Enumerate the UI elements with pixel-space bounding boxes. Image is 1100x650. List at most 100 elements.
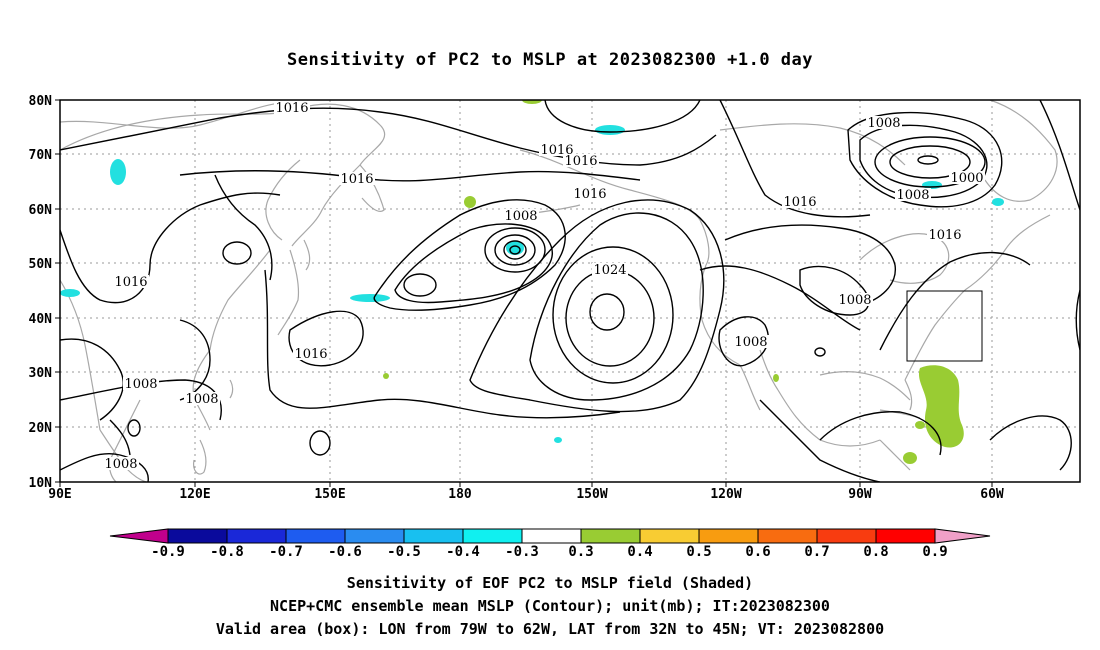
contour-label: 1024	[593, 263, 626, 278]
colorbar-swatch	[698, 528, 759, 544]
contour-label-bg	[339, 172, 375, 185]
coast-cuba	[879, 409, 921, 419]
coast-florida	[904, 379, 913, 411]
contour-label-bg	[274, 101, 310, 114]
contour-label: 1008	[185, 392, 218, 407]
shade-neg-siberia	[110, 159, 126, 185]
colorbar-swatch	[344, 528, 405, 544]
contour-label: 1016	[564, 154, 597, 169]
plot-frame	[59, 99, 1081, 483]
contour-label: 1008	[504, 209, 537, 224]
shade-neg-subtropic	[554, 437, 562, 443]
colorbar-swatch	[167, 528, 228, 544]
contour-label-bg	[592, 263, 628, 276]
coast-okhotsk	[265, 159, 301, 241]
coast-japan	[277, 239, 311, 336]
contour-atlantic-1016	[879, 251, 1031, 351]
contour-label: 1016	[294, 347, 327, 362]
coast-hudson	[859, 233, 950, 284]
lat-tick-label: 70N	[29, 148, 53, 163]
colorbar-swatch	[580, 528, 641, 544]
contour-label-bg	[733, 335, 769, 348]
colorbar-label: -0.7	[269, 544, 303, 560]
coast-siberia-arctic	[60, 101, 301, 129]
contour-label-bg	[103, 457, 139, 470]
colorbar-swatch	[403, 528, 464, 544]
colorbar-label: -0.3	[505, 544, 539, 560]
lat-tick-label: 30N	[29, 366, 53, 381]
colorbar-label: 0.4	[627, 544, 652, 560]
contour-high-1024	[565, 269, 655, 367]
contour-label-bg	[563, 154, 599, 167]
contour-label-bg	[866, 116, 902, 129]
contour-label-bg	[184, 392, 220, 405]
contour-label-bg	[539, 143, 575, 156]
contour-label: 1008	[124, 377, 157, 392]
colorbar-label: 0.3	[568, 544, 593, 560]
coast-us-east	[904, 289, 966, 381]
contour-small-gulf	[814, 347, 826, 357]
colorbar-swatch	[462, 528, 523, 544]
coast-canada-east	[964, 214, 1051, 291]
contour-gulf-ridge	[819, 411, 942, 456]
valid-area-box	[906, 290, 983, 362]
lon-tick-label: 120W	[710, 487, 741, 502]
contour-label: 1016	[275, 101, 308, 116]
contour-greenland-low-1004	[874, 136, 986, 188]
colorbar-label: 0.5	[686, 544, 711, 560]
lat-tick-label: 80N	[29, 94, 53, 109]
colorbar-swatch	[226, 528, 287, 544]
lon-tick-label: 120E	[179, 487, 210, 502]
contour-central-1016	[179, 170, 641, 182]
colorbar-label: -0.8	[210, 544, 244, 560]
contour-label-bg	[927, 228, 963, 241]
contour-high-1016	[529, 212, 704, 401]
contour-south-na	[759, 399, 881, 482]
coast-taiwan	[229, 379, 234, 399]
shade-neg-canada	[992, 198, 1004, 206]
shade-neg-nw-pacific	[350, 294, 390, 302]
colorbar: -0.9 -0.8 -0.7 -0.6 -0.5 -0.4 -0.3 0.3 0.4 0.5 0.6…	[109, 528, 991, 560]
shade-pos-atlantic	[918, 365, 964, 448]
lat-tick-label: 50N	[29, 257, 53, 272]
colorbar-swatch	[875, 528, 936, 544]
contour-high-1020	[552, 246, 674, 384]
lon-tick-label: 150E	[314, 487, 345, 502]
colorbar-label: 0.7	[804, 544, 829, 560]
contour-aleutian-low-4	[484, 227, 546, 273]
colorbar-swatch	[521, 528, 582, 544]
lat-tick-label: 60N	[29, 203, 53, 218]
contour-subtropic-west	[60, 338, 124, 421]
map-title: Sensitivity of PC2 to MSLP at 2023082300…	[286, 50, 813, 70]
contour-aleutian-low-6	[503, 240, 527, 260]
contour-aleutian-low-7	[509, 245, 521, 255]
contour-aleutian-low-3	[403, 273, 437, 297]
contour-small-ph	[309, 430, 331, 456]
colorbar-swatch	[757, 528, 818, 544]
contour-aleutian-low-5	[494, 234, 536, 266]
shade-neg-arctic	[595, 125, 625, 135]
contour-label-bg	[782, 195, 818, 208]
contour-high-center	[589, 293, 625, 331]
contour-aleutian-low-2	[394, 223, 553, 304]
contour-high-outer	[469, 199, 725, 413]
contour-aleutian-low-1	[373, 199, 566, 311]
coast-gulf	[819, 371, 911, 401]
contour-na-1008	[718, 316, 769, 367]
colorbar-left-arrow	[109, 528, 169, 544]
shade-pos-bering	[464, 196, 476, 208]
coast-mexico	[777, 389, 881, 447]
caption-line-3: Valid area (box): LON from 79W to 62W, L…	[215, 620, 885, 638]
contour-label: 1008	[734, 335, 767, 350]
contour-greenland-low-center	[917, 155, 939, 165]
colorbar-label: -0.4	[446, 544, 480, 560]
contour-label: 1016	[340, 172, 373, 187]
shade-pos-mexico	[773, 374, 779, 382]
contour-label-bg	[895, 188, 931, 201]
contour-label-bg	[837, 293, 873, 306]
coast-central-america	[879, 439, 911, 471]
contour-label-bg	[123, 377, 159, 390]
contour-label-bg	[293, 347, 329, 360]
contour-east-low	[1075, 289, 1080, 351]
